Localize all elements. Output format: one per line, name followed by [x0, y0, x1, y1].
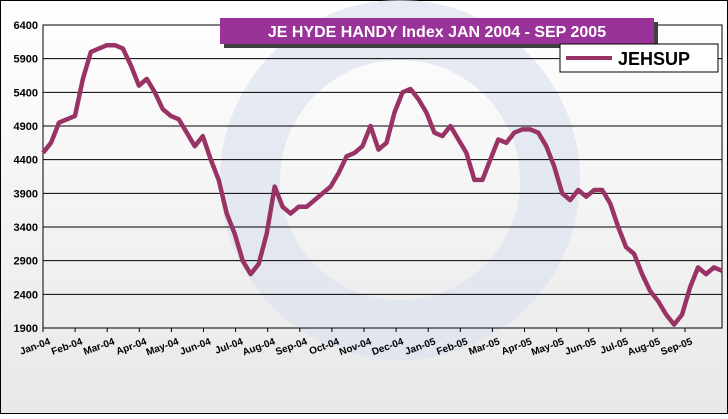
y-tick-label: 1900 — [14, 323, 38, 335]
title-box — [220, 18, 654, 44]
y-tick-label: 2400 — [14, 289, 38, 301]
y-tick-label: 6400 — [14, 20, 38, 32]
y-tick-label: 5400 — [14, 87, 38, 99]
legend — [559, 43, 719, 73]
y-tick-label: 5900 — [14, 54, 38, 66]
y-tick-label: 4900 — [14, 121, 38, 133]
y-tick-label: 3400 — [14, 222, 38, 234]
y-tick-label: 2900 — [14, 256, 38, 268]
chart-title: JE HYDE HANDY Index JAN 2004 - SEP 2005 — [268, 24, 606, 41]
legend-label: JEHSUP — [618, 49, 690, 69]
y-tick-label: 4400 — [14, 155, 38, 167]
y-tick-label: 3900 — [14, 188, 38, 200]
series-line — [41, 42, 723, 327]
